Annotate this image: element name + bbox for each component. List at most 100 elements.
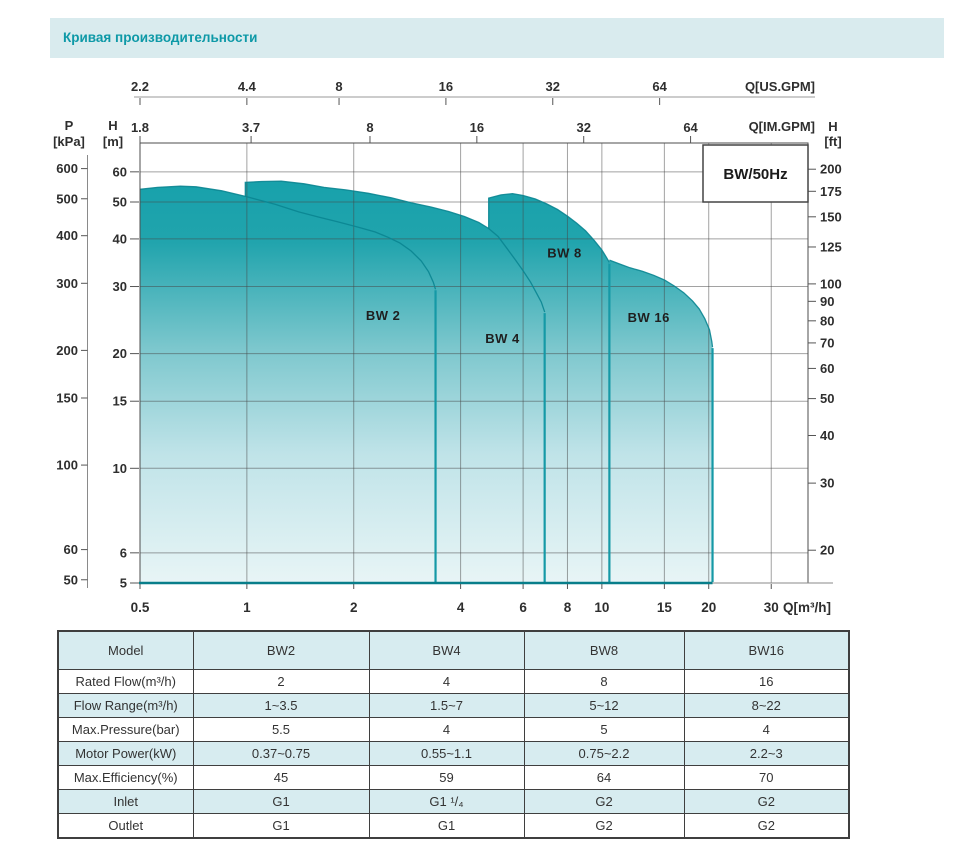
row-label: Max.Efficiency(%) xyxy=(57,765,194,790)
section-header-bar: Кривая производительности xyxy=(50,18,944,58)
curve-label-bw2: BW 2 xyxy=(366,308,401,323)
hft-tick-label: 30 xyxy=(820,476,834,491)
kpa-tick-label: 600 xyxy=(56,161,78,176)
table-row: Max.Efficiency(%) 45 59 64 70 xyxy=(57,765,850,790)
usgpm-tick-label: 16 xyxy=(439,79,453,94)
row-value: 4 xyxy=(368,717,525,742)
kpa-tick-label: 200 xyxy=(56,343,78,358)
bottom-tick-label: 15 xyxy=(657,600,673,615)
table-row: Flow Range(m³/h) 1~3.5 1.5~7 5~12 8~22 xyxy=(57,693,850,718)
pump-curve-bw2 xyxy=(139,185,437,290)
hm-axis-title: H xyxy=(108,118,117,133)
hm-tick-label: 30 xyxy=(113,279,127,294)
row-value: 5~12 xyxy=(523,693,685,718)
hft-tick-label: 200 xyxy=(820,162,842,177)
bottom-tick-label: 2 xyxy=(350,600,358,615)
row-value: 1~3.5 xyxy=(192,693,370,718)
hft-tick-label: 60 xyxy=(820,361,834,376)
row-value: 0.37~0.75 xyxy=(192,741,370,766)
curve-label-bw8: BW 8 xyxy=(547,245,582,260)
model-series-label: BW/50Hz xyxy=(723,166,787,183)
row-value: G2 xyxy=(523,789,685,814)
pump-curve-bw4 xyxy=(244,180,546,313)
usgpm-tick-label: 2.2 xyxy=(131,79,149,94)
row-value: 0.55~1.1 xyxy=(368,741,525,766)
row-value: 45 xyxy=(192,765,370,790)
table-row: Outlet G1 G1 G2 G2 xyxy=(57,813,850,839)
imgpm-tick-label: 3.7 xyxy=(242,120,260,135)
kpa-axis-unit: [kPa] xyxy=(53,134,85,149)
col-header-bw2: BW2 xyxy=(192,630,370,670)
kpa-tick-label: 50 xyxy=(64,572,78,587)
imgpm-tick-label: 32 xyxy=(576,120,590,135)
row-value: 8 xyxy=(523,669,685,694)
hm-tick-label: 6 xyxy=(120,545,127,560)
row-label: Max.Pressure(bar) xyxy=(57,717,194,742)
hft-tick-label: 70 xyxy=(820,335,834,350)
row-value: G2 xyxy=(683,813,850,839)
kpa-axis-title: P xyxy=(65,118,74,133)
row-value: G2 xyxy=(683,789,850,814)
row-value: G1 xyxy=(192,789,370,814)
row-value: G2 xyxy=(523,813,685,839)
table-header-row: Model BW2 BW4 BW8 BW16 xyxy=(57,630,850,670)
bottom-tick-label: 10 xyxy=(594,600,609,615)
row-label: Outlet xyxy=(57,813,194,839)
table-row: Max.Pressure(bar) 5.5 4 5 4 xyxy=(57,717,850,742)
row-value: G1 xyxy=(368,813,525,839)
pump-curve-bw16 xyxy=(609,259,714,348)
col-header-bw4: BW4 xyxy=(368,630,525,670)
kpa-tick-label: 150 xyxy=(56,390,78,405)
section-title: Кривая производительности xyxy=(63,30,258,45)
row-value: 70 xyxy=(683,765,850,790)
hm-tick-label: 60 xyxy=(113,164,127,179)
bottom-tick-label: 20 xyxy=(701,600,716,615)
performance-curve-chart: 0.5 1 2 4 6 8 10 15 20 30 Q[m³/h] 2.2 4.4 8 16 32 64 Q[US… xyxy=(53,79,842,615)
col-header-model: Model xyxy=(57,630,194,670)
hft-tick-label: 90 xyxy=(820,294,834,309)
row-value: G1 ¹/₄ xyxy=(368,789,525,814)
hm-tick-label: 40 xyxy=(113,231,127,246)
row-value: 0.75~2.2 xyxy=(523,741,685,766)
bottom-tick-label: 30 xyxy=(764,600,779,615)
model-series-box xyxy=(702,144,809,203)
hft-axis-unit: [ft] xyxy=(824,134,841,149)
usgpm-tick-label: 32 xyxy=(546,79,560,94)
usgpm-tick-label: 8 xyxy=(335,79,342,94)
pump-envelope-fill-bw8 xyxy=(488,193,610,583)
hft-tick-label: 50 xyxy=(820,391,834,406)
table-row: Rated Flow(m³/h) 2 4 8 16 xyxy=(57,669,850,694)
row-value: G1 xyxy=(192,813,370,839)
hm-tick-label: 15 xyxy=(113,394,127,409)
hm-tick-label: 5 xyxy=(120,576,127,591)
pump-envelope-fill-bw4 xyxy=(245,181,545,583)
kpa-tick-label: 60 xyxy=(64,542,78,557)
bottom-tick-label: 4 xyxy=(457,600,465,615)
row-value: 2 xyxy=(192,669,370,694)
row-value: 4 xyxy=(368,669,525,694)
row-value: 64 xyxy=(523,765,685,790)
hft-tick-label: 80 xyxy=(820,313,834,328)
table-row: Motor Power(kW) 0.37~0.75 0.55~1.1 0.75~2.2… xyxy=(57,741,850,766)
hft-tick-label: 40 xyxy=(820,428,834,443)
imgpm-tick-label: 64 xyxy=(683,120,698,135)
hm-axis-unit: [m] xyxy=(103,134,123,149)
hm-tick-label: 20 xyxy=(113,346,127,361)
row-label: Rated Flow(m³/h) xyxy=(57,669,194,694)
bottom-tick-label: 8 xyxy=(564,600,572,615)
row-value: 4 xyxy=(683,717,850,742)
kpa-tick-label: 500 xyxy=(56,191,78,206)
row-label: Flow Range(m³/h) xyxy=(57,693,194,718)
hft-axis-title: H xyxy=(828,119,837,134)
imgpm-tick-label: 16 xyxy=(470,120,484,135)
hft-tick-label: 125 xyxy=(820,239,842,254)
hft-tick-label: 175 xyxy=(820,184,842,199)
kpa-tick-label: 400 xyxy=(56,228,78,243)
bottom-tick-label: 1 xyxy=(243,600,251,615)
row-value: 2.2~3 xyxy=(683,741,850,766)
pump-envelope-fill-bw16 xyxy=(609,260,713,583)
hft-tick-label: 20 xyxy=(820,543,834,558)
col-header-bw8: BW8 xyxy=(523,630,685,670)
row-value: 8~22 xyxy=(683,693,850,718)
